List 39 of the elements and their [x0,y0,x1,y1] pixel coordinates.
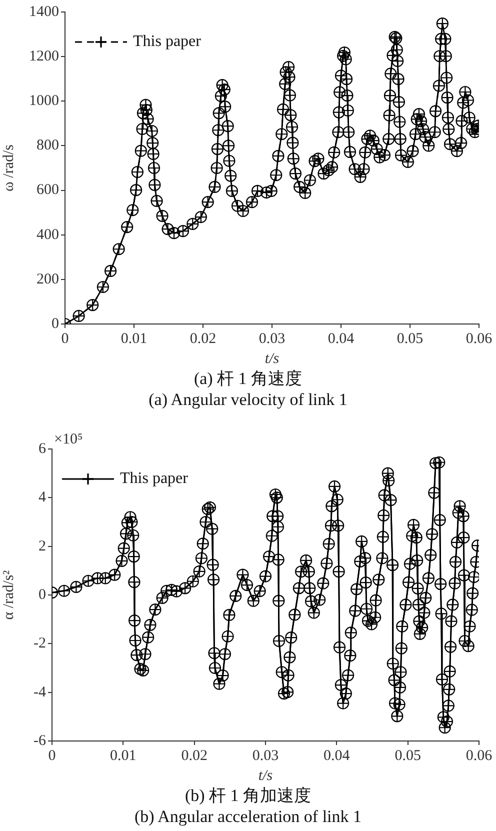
y-tick-label: 800 [36,138,59,154]
x-tick-label: 0.03 [258,330,286,347]
y-tick-label: 6 [38,440,46,457]
x-tick-label: 0 [61,330,69,347]
y-tick-label: 600 [36,182,59,198]
y-tick-label: -4 [34,684,46,700]
y-tick-label: 4 [38,490,46,506]
y-tick-label: -6 [34,732,46,749]
legend-label: This paper [120,470,189,488]
x-tick-label: 0.02 [181,748,208,764]
text: ×10⁵ [54,431,83,448]
text: (b) 杆 1 角加速度 [184,785,312,806]
legend-label: This paper [133,33,202,50]
y-tick-label: -2 [34,636,46,652]
x-tick-label: 0.05 [396,330,424,347]
y-tick-label: 0 [52,316,59,332]
y-tick-label: 0 [38,586,46,603]
text: (a) Angular velocity of link 1 [148,389,348,410]
text: (a) 杆 1 角速度 [192,368,304,389]
text: (b) Angular acceleration of link 1 [133,806,363,827]
x-tick-label: 0.06 [466,748,493,764]
x-tick-label: 0.04 [328,330,355,347]
y-axis-title: ω /rad/s [0,144,17,192]
x-tick-label: 0.05 [394,748,421,764]
x-axis-title: t/s [258,768,273,784]
y-tick-label: 200 [36,271,59,288]
y-axis-title: α /rad/s² [0,570,17,620]
x-tick-label: 0.01 [110,748,136,764]
y-tick-label: 1200 [29,48,59,65]
x-tick-label: 0.03 [252,748,279,764]
x-tick-label: 0.04 [324,748,350,764]
x-tick-label: 0.02 [190,330,216,347]
y-tick-label: 2 [38,538,46,554]
y-tick-label: 1000 [29,93,59,110]
y-tick-label: 1400 [29,4,59,20]
x-tick-label: 0.06 [466,330,493,347]
x-axis-title: t/s [264,350,280,367]
y-tick-label: 400 [36,226,59,243]
x-tick-label: 0.01 [120,330,148,347]
